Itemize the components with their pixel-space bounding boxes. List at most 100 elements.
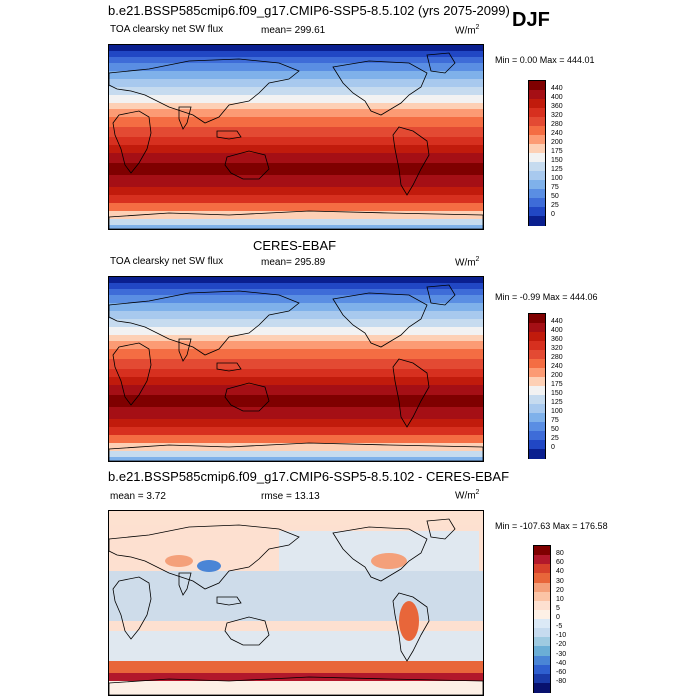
- map-band: [109, 335, 483, 341]
- panel3-mean-label: mean = 3.72: [110, 491, 166, 502]
- panel1-mean-label: mean= 299.61: [261, 25, 326, 36]
- colorbar-tick-label: 240: [551, 363, 563, 370]
- continent-outline: [109, 442, 483, 461]
- colorbar-tick-label: 50: [551, 426, 559, 433]
- colorbar-tick-label: -10: [556, 632, 567, 640]
- colorbar-swatch: [534, 628, 550, 638]
- colorbar-swatch: [534, 664, 550, 675]
- continent-outline: [392, 126, 430, 196]
- season-label: DJF: [512, 9, 550, 31]
- colorbar-tick-label: 10: [556, 595, 564, 603]
- continent-outline: [332, 526, 428, 582]
- map-band: [109, 277, 483, 283]
- map-band: [109, 109, 483, 117]
- panel3-map-svg: [109, 511, 483, 695]
- colorbar-swatch: [529, 395, 545, 405]
- colorbar-swatch: [529, 377, 545, 387]
- colorbar-swatch: [529, 386, 545, 396]
- panel2-minmax: Min = -0.99 Max = 444.06: [495, 292, 598, 302]
- colorbar-swatch: [529, 162, 545, 172]
- colorbar-tick-label: 0: [551, 211, 555, 218]
- panel2-map: [108, 276, 484, 462]
- colorbar-swatch: [529, 135, 545, 145]
- colorbar-swatch: [529, 404, 545, 414]
- continent-outline: [392, 592, 430, 662]
- continent-outline: [178, 572, 192, 596]
- map-band: [109, 79, 483, 87]
- map-band: [109, 153, 483, 163]
- colorbar-swatch: [529, 81, 545, 91]
- colorbar-swatch: [529, 153, 545, 163]
- colorbar-swatch: [534, 600, 550, 611]
- colorbar-tick-label: -60: [556, 668, 567, 676]
- map-band: [109, 225, 483, 229]
- colorbar-tick-label: 25: [551, 435, 559, 442]
- panel3-header: b.e21.BSSP585cmip6.f09_g17.CMIP6-SSP5-8.…: [108, 469, 510, 484]
- map-band: [109, 163, 483, 175]
- map-band: [109, 219, 483, 225]
- panel3-rmse-label: rmse = 13.13: [261, 491, 320, 502]
- colorbar-swatch: [529, 368, 545, 378]
- panel1-map-svg: [109, 45, 483, 229]
- colorbar-tick-label: 440: [551, 85, 563, 92]
- colorbar-swatch: [529, 341, 545, 351]
- colorbar-tick-label: 360: [551, 103, 563, 110]
- colorbar-tick-label: 280: [551, 354, 563, 361]
- colorbar-tick-label: 100: [551, 408, 563, 415]
- colorbar-tick-label: 320: [551, 345, 563, 352]
- map-band: [109, 359, 483, 369]
- map-band: [109, 187, 483, 195]
- continent-outline: [112, 342, 152, 406]
- map-band: [109, 327, 483, 335]
- map-band: [109, 127, 483, 137]
- map-band: [109, 341, 483, 349]
- panel1-units: W/m2: [455, 24, 480, 37]
- colorbar-swatch: [529, 207, 545, 217]
- continent-outline: [178, 338, 192, 362]
- colorbar-swatch: [529, 449, 545, 459]
- colorbar-swatch: [529, 359, 545, 369]
- colorbar-tick-label: 125: [551, 166, 563, 173]
- map-band: [109, 175, 483, 187]
- colorbar-swatch: [529, 323, 545, 333]
- colorbar-swatch: [529, 189, 545, 199]
- map-band: [109, 45, 483, 51]
- map-anomaly-patch: [109, 511, 483, 525]
- colorbar-tick-label: 50: [551, 193, 559, 200]
- panel3-map: [108, 510, 484, 696]
- map-band: [109, 63, 483, 71]
- colorbar-swatch: [529, 99, 545, 109]
- colorbar-swatch: [534, 646, 550, 656]
- panel2-colorbar: 440 400 360 320 280 240 200 175 150 125 100 75 50 25 0: [528, 313, 563, 459]
- colorbar-swatch: [534, 655, 550, 666]
- map-band: [109, 203, 483, 211]
- colorbar-tick-label: -5: [556, 623, 563, 631]
- panel1-variable-label: TOA clearsky net SW flux: [110, 24, 224, 35]
- colorbar-tick-label: 200: [551, 139, 563, 146]
- colorbar-tick-label: 360: [551, 336, 563, 343]
- colorbar-swatch: [534, 619, 550, 629]
- colorbar-tick-label: 150: [551, 390, 563, 397]
- continent-outline: [332, 60, 428, 116]
- continent-outline: [216, 362, 242, 372]
- continent-outline: [216, 130, 242, 140]
- continent-outline: [109, 58, 300, 124]
- map-anomaly-spot: [399, 601, 419, 641]
- colorbar-tick-label: -40: [556, 659, 567, 667]
- map-band: [109, 407, 483, 419]
- colorbar-tick-label: -20: [556, 641, 567, 649]
- panel2-header: CERES-EBAF: [253, 238, 337, 253]
- panel2-mean-label: mean= 295.89: [261, 257, 326, 268]
- colorbar-tick-label: 400: [551, 327, 563, 334]
- map-anomaly-spot: [197, 560, 221, 572]
- map-band: [109, 117, 483, 127]
- panel2-variable-label: TOA clearsky net SW flux: [110, 256, 224, 267]
- continent-outline: [178, 106, 192, 130]
- continent-outline: [109, 210, 483, 229]
- colorbar-tick-label: 100: [551, 175, 563, 182]
- continent-outline: [109, 290, 300, 356]
- colorbar-tick-label: 60: [556, 559, 564, 567]
- colorbar-tick-label: 80: [556, 550, 564, 558]
- map-anomaly-spot: [165, 555, 193, 567]
- colorbar-tick-label: 40: [556, 568, 564, 576]
